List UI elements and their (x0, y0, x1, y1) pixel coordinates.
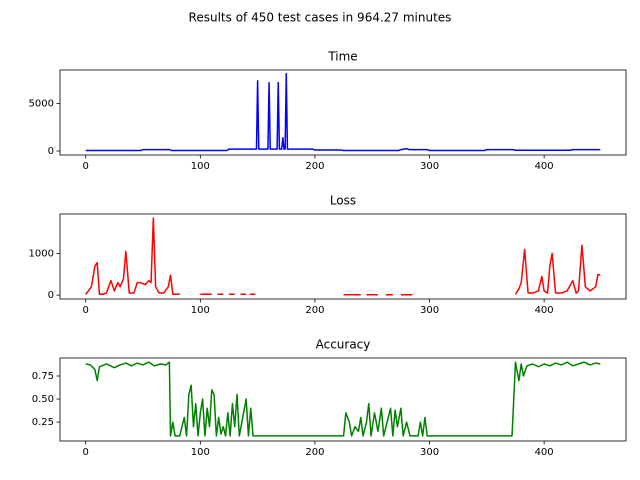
x-tick-label: 300 (420, 447, 439, 458)
x-tick-label: 300 (420, 161, 439, 172)
x-tick-label: 100 (191, 447, 210, 458)
y-tick-label: 0.25 (32, 417, 54, 428)
x-tick-label: 400 (535, 305, 554, 316)
data-line (85, 72, 601, 152)
y-tick-label: 0.75 (32, 371, 54, 382)
axes-frame (59, 213, 627, 300)
axes-frame (59, 357, 627, 442)
x-tick-label: 300 (420, 305, 439, 316)
x-tick-label: 100 (191, 305, 210, 316)
x-tick-label: 0 (83, 161, 89, 172)
y-tick-label: 1000 (29, 249, 54, 260)
x-tick-label: 0 (83, 305, 89, 316)
axes-frame (59, 69, 627, 156)
axes-title: Time (327, 50, 357, 64)
y-tick-label: 0.50 (32, 394, 54, 405)
x-tick-label: 200 (305, 161, 324, 172)
x-tick-label: 400 (535, 447, 554, 458)
data-line (85, 361, 601, 437)
y-tick-label: 0 (48, 146, 54, 157)
x-tick-label: 100 (191, 161, 210, 172)
x-tick-label: 200 (305, 305, 324, 316)
x-tick-label: 0 (83, 447, 89, 458)
y-tick-label: 5000 (29, 99, 54, 110)
axes-title: Loss (330, 194, 356, 208)
axes-title: Accuracy (316, 338, 371, 352)
y-tick-label: 0 (48, 290, 54, 301)
x-tick-label: 400 (535, 161, 554, 172)
figure-title: Results of 450 test cases in 964.27 minu… (189, 11, 452, 25)
data-line (85, 217, 601, 296)
x-tick-label: 200 (305, 447, 324, 458)
